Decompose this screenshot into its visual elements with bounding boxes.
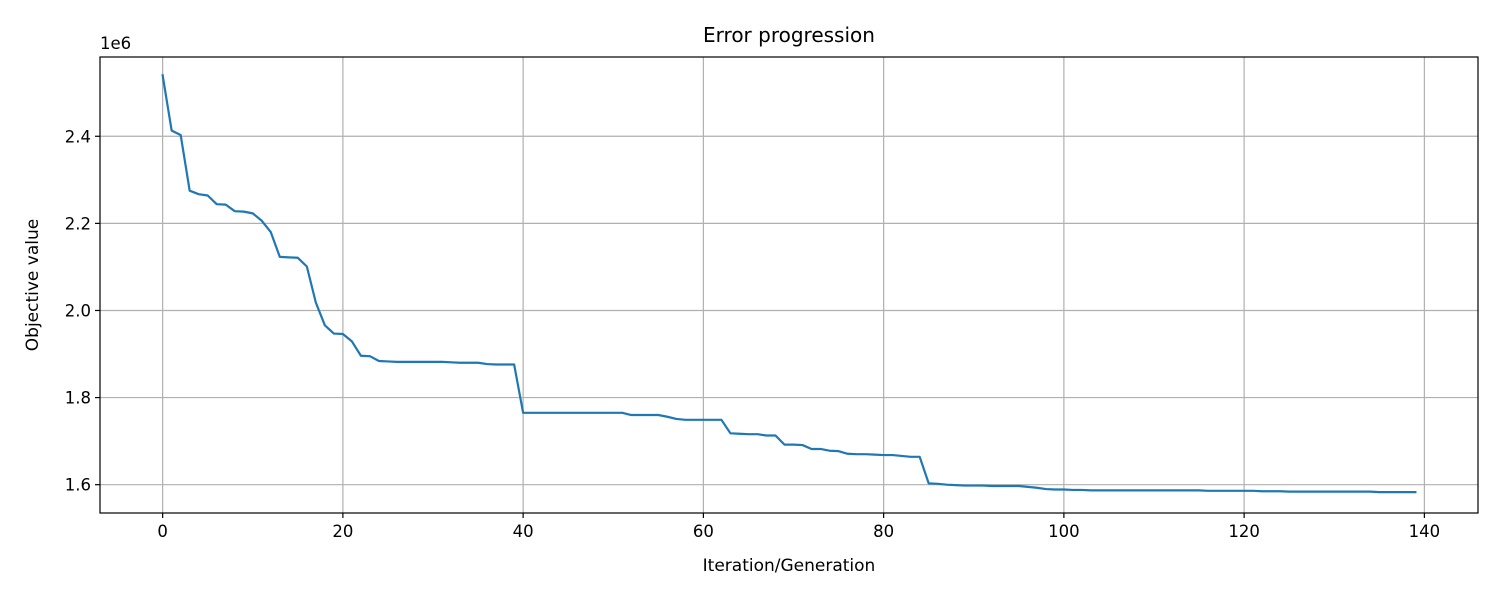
x-tick-label: 40: [513, 522, 534, 541]
plot-frame: [99, 56, 1479, 514]
grid: [100, 57, 1478, 513]
x-tick-label: 100: [1048, 522, 1080, 541]
x-tick-label: 60: [693, 522, 714, 541]
x-tick-label: 140: [1409, 522, 1441, 541]
y-axis-offset-label: 1e6: [100, 34, 131, 53]
x-axis-ticks: 0 20 40 60 80 100 120 140: [157, 513, 1440, 541]
y-tick-label: 1.8: [65, 389, 91, 408]
x-axis-label: Iteration/Generation: [703, 556, 876, 576]
y-axis-ticks: 1.6 1.8 2.0 2.2 2.4: [65, 127, 100, 495]
series-layer: [161, 74, 1417, 494]
series-line: [161, 74, 1417, 494]
chart-title: Error progression: [703, 23, 875, 47]
x-tick-label: 20: [332, 522, 353, 541]
x-tick-label: 80: [873, 522, 894, 541]
y-tick-label: 2.2: [65, 214, 91, 233]
x-tick-label: 0: [157, 522, 168, 541]
y-tick-label: 2.4: [65, 127, 91, 146]
y-axis-label: Objective value: [23, 219, 43, 351]
y-tick-label: 2.0: [65, 301, 91, 320]
x-tick-label: 120: [1228, 522, 1260, 541]
y-tick-label: 1.6: [65, 476, 91, 495]
